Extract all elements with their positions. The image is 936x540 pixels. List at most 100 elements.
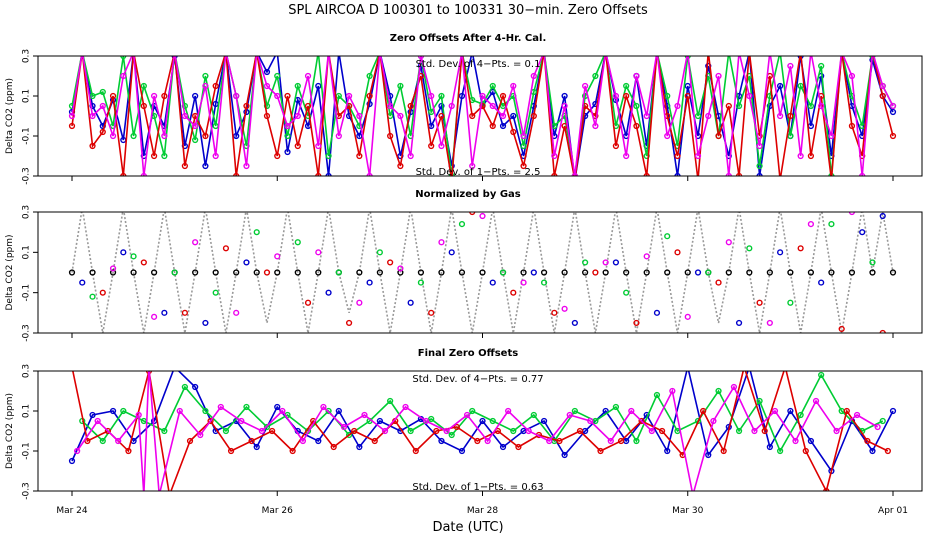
data-point-magenta (715, 72, 722, 80)
data-point-red (633, 319, 640, 327)
data-point-green (520, 142, 527, 150)
y-tick-label: -0.3 (22, 324, 32, 342)
data-point-red (829, 178, 834, 183)
data-point-red (747, 50, 752, 55)
y-tick-label: 0.1 (22, 89, 32, 103)
data-point-green (735, 102, 743, 110)
data-point-red (597, 447, 604, 455)
data-point-black (643, 269, 650, 276)
series-group (68, 50, 897, 183)
data-point-blue (275, 50, 280, 55)
data-point-red (879, 329, 886, 333)
data-point-magenta (238, 417, 245, 425)
data-point-red (284, 92, 291, 100)
data-point-blue (756, 172, 763, 176)
series-group (68, 212, 897, 333)
data-point-magenta (274, 253, 281, 260)
data-point-magenta (448, 102, 455, 110)
data-point-blue (376, 417, 383, 425)
data-point-black (68, 269, 76, 276)
data-point-red (330, 443, 337, 451)
stddev-1pts-note: Std. Dev. of 1−Pts. = 0.63 (412, 482, 543, 493)
data-point-magenta (582, 82, 589, 90)
data-point-green (120, 56, 127, 60)
data-point-magenta (366, 172, 373, 176)
data-point-magenta (109, 265, 117, 272)
data-point-red (274, 152, 281, 160)
data-point-black (540, 269, 548, 276)
data-point-red (140, 259, 147, 266)
data-point-green (735, 427, 743, 435)
data-point-magenta (147, 365, 152, 370)
data-point-red (89, 142, 96, 150)
y-tick-label: -0.1 (22, 442, 32, 460)
data-point-magenta (499, 112, 507, 120)
data-point-red (351, 427, 358, 435)
data-point-red (125, 447, 132, 455)
data-point-magenta (94, 417, 101, 425)
data-point-black (869, 269, 876, 276)
data-point-red (864, 437, 871, 445)
data-point-magenta (422, 417, 430, 425)
chart-title: SPL AIRCOA D 100301 to 100331 30−min. Ze… (288, 3, 648, 18)
data-point-magenta (109, 132, 117, 140)
data-point-red (315, 172, 322, 176)
data-point-red (870, 50, 875, 55)
data-point-red (489, 122, 496, 130)
data-point-blue (80, 50, 85, 55)
data-point-magenta (254, 50, 259, 55)
data-point-blue (653, 309, 661, 316)
data-point-red (304, 299, 312, 306)
data-point-red (551, 172, 558, 176)
data-point-red (366, 92, 373, 100)
data-point-red (742, 365, 747, 370)
data-point-green (438, 92, 445, 100)
data-point-blue (859, 229, 866, 236)
data-point-blue (655, 50, 660, 55)
panel-2: Normalized by Gas Delta CO2 (ppm) -0.3 -0.1… (5, 189, 923, 342)
data-point-blue (335, 407, 342, 415)
data-point-black (192, 269, 199, 276)
data-point-red (412, 447, 419, 455)
data-point-green (787, 299, 794, 306)
data-point-green (839, 50, 844, 55)
data-point-magenta (279, 407, 286, 415)
data-point-red (84, 437, 91, 445)
data-point-green (869, 259, 876, 266)
data-point-green (879, 417, 886, 425)
data-point-red (207, 417, 214, 425)
data-point-red (397, 162, 404, 170)
data-point-blue (603, 50, 608, 55)
data-point-blue (448, 249, 455, 256)
data-point-red (304, 102, 312, 110)
data-point-red (592, 269, 599, 276)
data-point-green (797, 82, 804, 90)
data-point-black (684, 269, 691, 276)
data-point-magenta (777, 112, 784, 120)
data-point-black (746, 269, 753, 276)
data-point-black (623, 269, 630, 276)
data-point-magenta (438, 239, 445, 246)
data-point-blue (356, 132, 363, 140)
data-point-magenta (263, 82, 271, 90)
data-point-red (674, 249, 681, 256)
data-point-green (726, 50, 731, 55)
x-tick-label: Mar 28 (467, 506, 499, 516)
data-point-black (315, 269, 322, 276)
data-point-magenta (818, 102, 825, 110)
data-point-blue (274, 403, 281, 411)
data-point-magenta (135, 411, 142, 419)
data-point-black (848, 269, 856, 276)
data-point-red (289, 447, 296, 455)
data-point-magenta (99, 102, 106, 110)
data-point-green (603, 50, 608, 55)
data-point-magenta (460, 50, 465, 55)
data-point-red (109, 92, 117, 100)
data-point-red (428, 309, 435, 316)
panel-title: Zero Offsets After 4-Hr. Cal. (390, 33, 547, 44)
data-point-green (212, 289, 219, 296)
data-point-red (202, 132, 209, 140)
data-point-green (653, 391, 661, 399)
data-point-green (99, 437, 106, 445)
data-point-red (655, 50, 660, 55)
